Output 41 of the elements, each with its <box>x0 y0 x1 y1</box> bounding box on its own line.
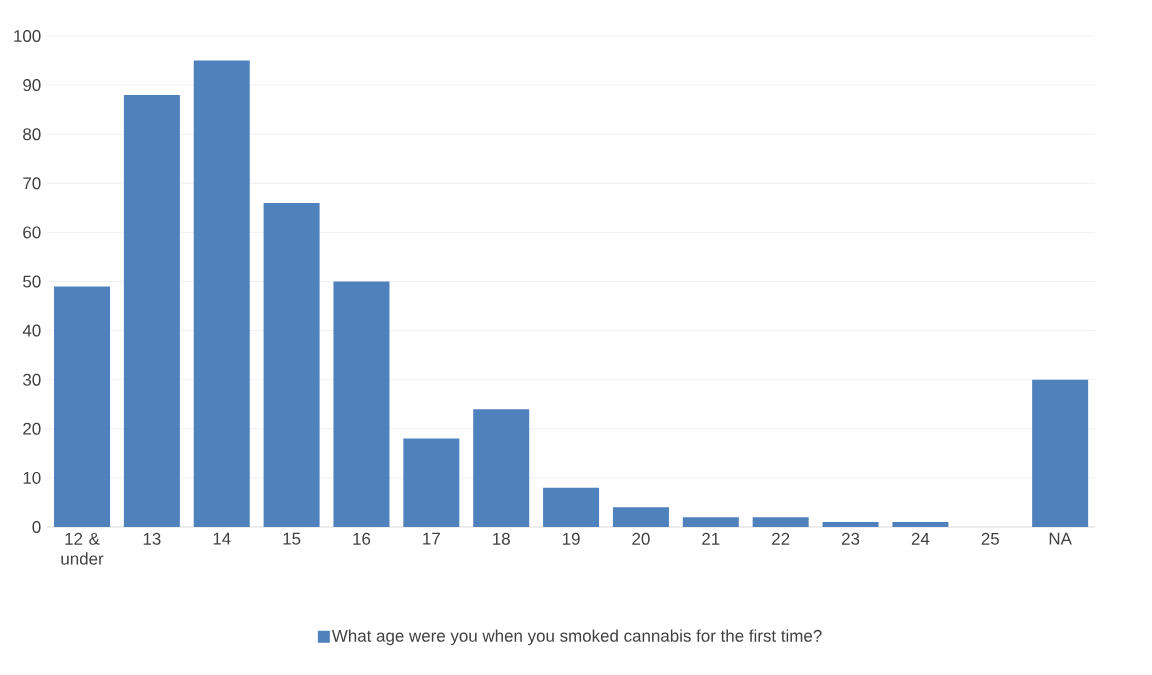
x-tick-label: 13 <box>143 532 161 545</box>
x-tick-label: 18 <box>493 532 510 545</box>
bar <box>612 507 669 527</box>
bar <box>333 281 390 527</box>
y-tick-label: 80 <box>23 128 41 141</box>
bar <box>752 517 809 527</box>
bar <box>822 522 879 527</box>
y-tick-label: 0 <box>32 520 41 533</box>
bar <box>54 286 111 527</box>
x-tick-label: 20 <box>632 532 650 545</box>
x-tick-label: 21 <box>702 532 720 545</box>
legend-label: What age were you when you smoked cannabis for the first time? <box>331 629 822 646</box>
bar <box>123 94 180 527</box>
bar <box>263 202 320 527</box>
bar <box>543 487 600 527</box>
x-tick-label: 14 <box>213 532 231 545</box>
x-tick-label: 15 <box>283 532 301 545</box>
y-tick-label: 60 <box>23 226 41 239</box>
y-tick-label: 40 <box>22 324 41 337</box>
bar <box>193 60 250 527</box>
x-tick-label: 24 <box>911 532 930 545</box>
bar <box>473 409 530 527</box>
x-tick-label: 19 <box>562 532 580 545</box>
y-tick-label: 90 <box>23 79 41 92</box>
bar <box>403 438 460 527</box>
bar <box>682 517 739 527</box>
bar <box>892 522 949 527</box>
x-tick-label: NA <box>1049 532 1072 545</box>
x-tick-label: 23 <box>841 532 860 545</box>
bar <box>1032 379 1089 527</box>
x-tick-label: 16 <box>353 532 371 545</box>
y-tick-label: 10 <box>23 471 41 484</box>
y-tick-label: 30 <box>23 373 41 386</box>
y-tick-label: 100 <box>14 29 41 42</box>
x-tick-label: 22 <box>772 532 790 545</box>
y-tick-label: 50 <box>23 275 41 288</box>
y-tick-label: 20 <box>23 422 41 435</box>
y-tick-label: 70 <box>23 177 41 190</box>
x-tick-label: 17 <box>423 532 440 545</box>
x-tick-label: 25 <box>981 532 999 545</box>
x-tick-label: 12 & under <box>61 532 104 565</box>
